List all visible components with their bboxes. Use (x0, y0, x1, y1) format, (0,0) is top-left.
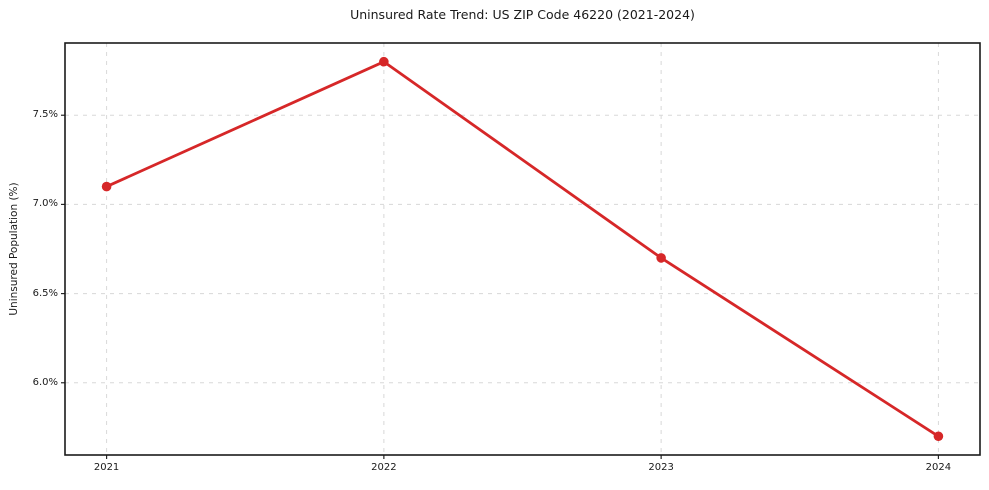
y-tick-label: 6.0% (32, 376, 58, 388)
data-point-2021 (101, 181, 112, 192)
plot-frame (64, 42, 981, 456)
trend-line (105, 60, 940, 438)
chart-title: Uninsured Rate Trend: US ZIP Code 46220 … (350, 7, 695, 22)
x-tick-label: 2023 (648, 462, 674, 473)
y-tick-label: 7.0% (32, 198, 58, 210)
data-point-2023 (656, 253, 666, 263)
y-tick-label: 6.5% (32, 287, 58, 299)
data-point-2022 (379, 56, 389, 67)
line-plot-area (61, 42, 981, 459)
data-point-2024 (933, 431, 944, 442)
x-tick-label: 2021 (93, 462, 120, 473)
y-tick-label: 7.5% (32, 109, 58, 121)
x-tick-label: 2022 (371, 462, 397, 473)
x-tick-label: 2024 (925, 462, 952, 473)
